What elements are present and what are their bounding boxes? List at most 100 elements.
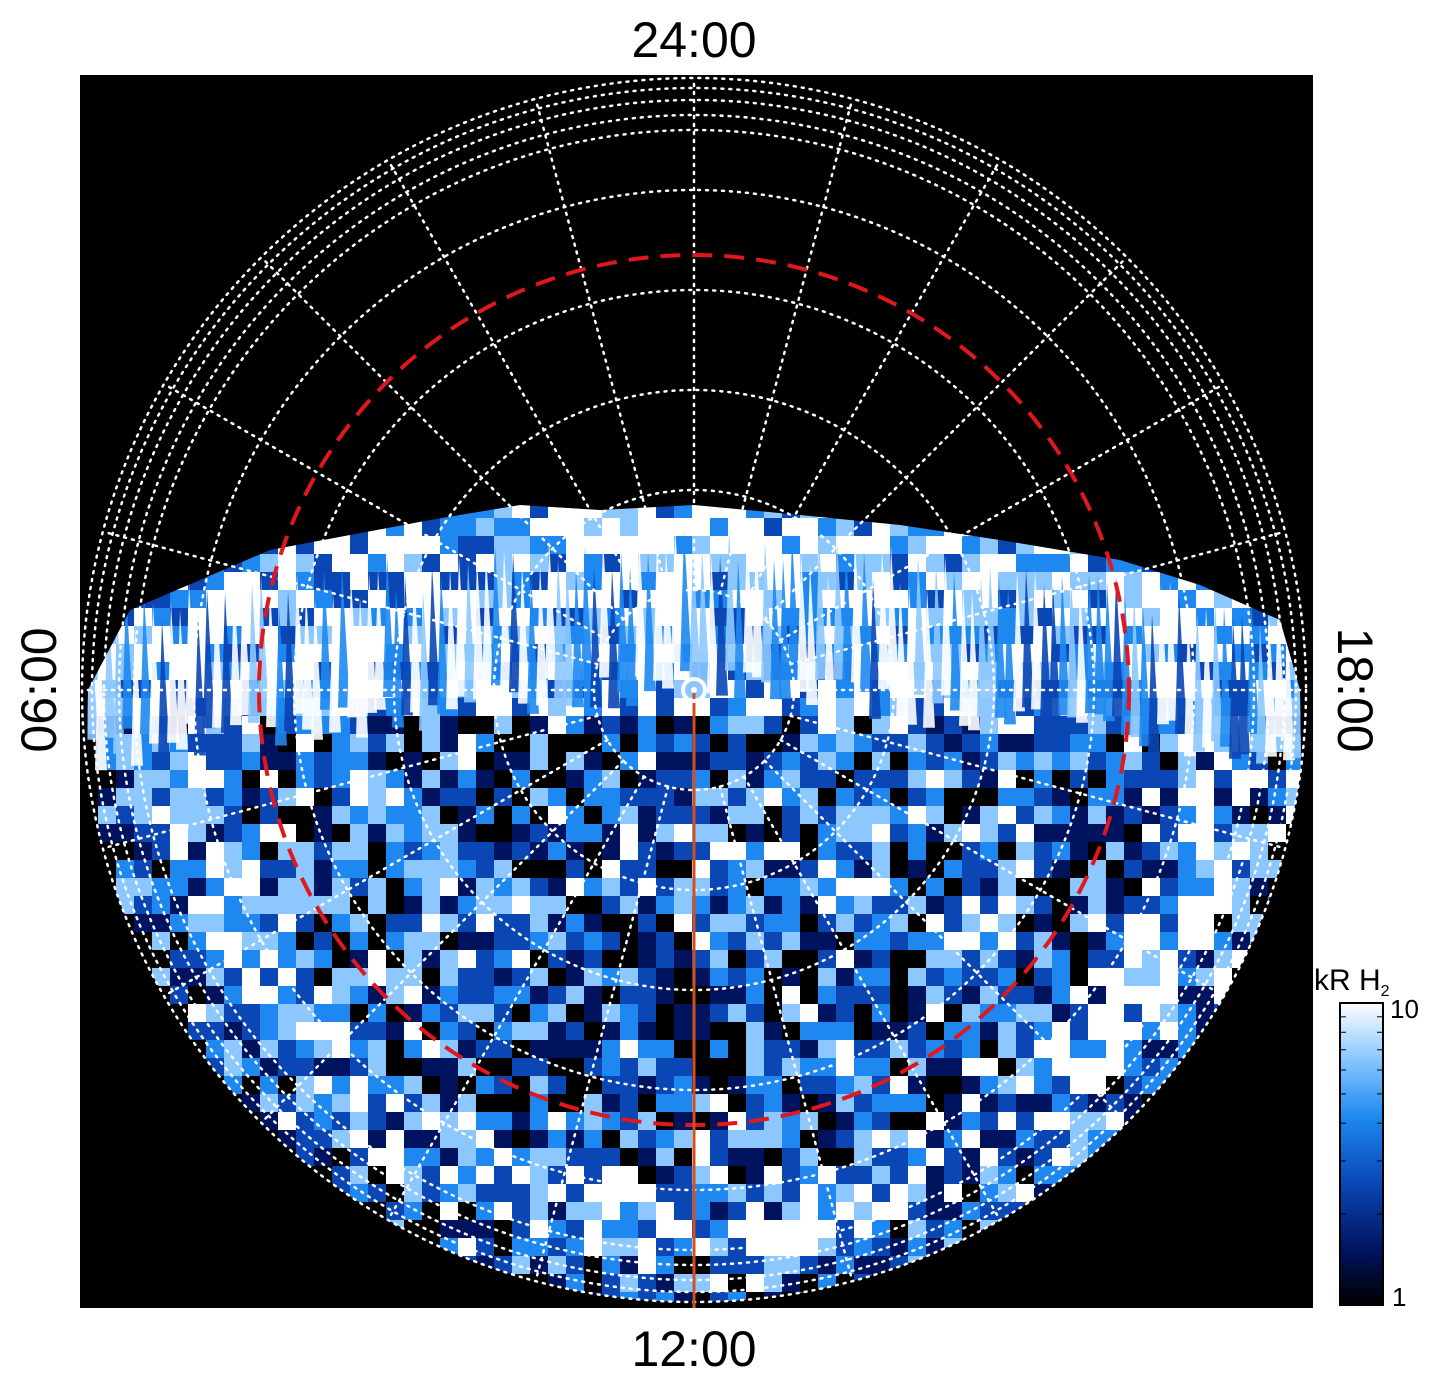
emission-cell — [1106, 1058, 1124, 1076]
emission-cell — [1124, 788, 1142, 806]
emission-cell — [368, 1184, 386, 1202]
emission-cell — [1088, 950, 1106, 968]
emission-cell — [278, 554, 296, 572]
emission-cell — [782, 1094, 800, 1112]
emission-cell — [368, 878, 386, 896]
emission-cell — [494, 914, 512, 932]
emission-cell — [1070, 1004, 1088, 1022]
emission-cell — [512, 1112, 530, 1130]
emission-cell — [476, 950, 494, 968]
emission-cell — [476, 788, 494, 806]
emission-cell — [800, 1004, 818, 1022]
emission-cell — [530, 716, 548, 734]
emission-cell — [908, 1184, 926, 1202]
emission-cell — [908, 1130, 926, 1148]
emission-cell — [1178, 824, 1196, 842]
emission-cell — [1196, 878, 1214, 896]
emission-cell — [458, 554, 476, 572]
emission-cell — [368, 914, 386, 932]
emission-cell — [1034, 914, 1052, 932]
emission-cell — [206, 752, 224, 770]
emission-cell — [872, 572, 890, 590]
emission-cell — [476, 968, 494, 986]
emission-cell — [1016, 986, 1034, 1004]
emission-cell — [224, 788, 242, 806]
local-time-label-bottom: 12:00 — [631, 1321, 756, 1377]
emission-cell — [242, 752, 260, 770]
emission-cell — [458, 950, 476, 968]
emission-cell — [728, 1166, 746, 1184]
emission-cell — [818, 554, 836, 572]
emission-cell — [1250, 626, 1268, 644]
emission-cell — [836, 518, 854, 536]
emission-cell — [170, 590, 188, 608]
emission-cell — [602, 1130, 620, 1148]
emission-cell — [674, 1004, 692, 1022]
emission-cell — [890, 590, 908, 608]
emission-cell — [710, 698, 728, 716]
emission-cell — [800, 734, 818, 752]
emission-cell — [890, 932, 908, 950]
emission-cell — [800, 536, 818, 554]
emission-cell — [170, 950, 188, 968]
emission-cell — [638, 1220, 656, 1238]
emission-cell — [980, 878, 998, 896]
emission-cell — [350, 824, 368, 842]
emission-cell — [926, 896, 944, 914]
emission-cell — [1160, 914, 1178, 932]
emission-cell — [404, 1094, 422, 1112]
emission-cell — [1088, 932, 1106, 950]
emission-cell — [890, 1148, 908, 1166]
emission-cell — [962, 1076, 980, 1094]
emission-cell — [728, 1148, 746, 1166]
emission-cell — [368, 554, 386, 572]
emission-cell — [224, 968, 242, 986]
emission-cell — [818, 1166, 836, 1184]
emission-cell — [800, 716, 818, 734]
emission-cell — [548, 572, 566, 590]
emission-cell — [494, 1094, 512, 1112]
emission-cell — [836, 1166, 854, 1184]
emission-cell — [656, 950, 674, 968]
emission-cell — [242, 572, 260, 590]
emission-cell — [710, 860, 728, 878]
emission-cell — [854, 806, 872, 824]
emission-cell — [782, 842, 800, 860]
emission-cell — [800, 896, 818, 914]
emission-cell — [1178, 968, 1196, 986]
emission-cell — [836, 914, 854, 932]
emission-cell — [152, 644, 170, 662]
emission-cell — [314, 1130, 332, 1148]
emission-cell — [1034, 752, 1052, 770]
emission-cell — [1034, 554, 1052, 572]
emission-cell — [476, 1094, 494, 1112]
emission-cell — [206, 788, 224, 806]
emission-cell — [386, 590, 404, 608]
emission-cell — [962, 536, 980, 554]
emission-cell — [998, 1130, 1016, 1148]
emission-cell — [782, 1148, 800, 1166]
emission-cell — [242, 1004, 260, 1022]
emission-cell — [224, 770, 242, 788]
emission-cell — [404, 1058, 422, 1076]
emission-cell — [1088, 860, 1106, 878]
emission-cell — [728, 554, 746, 572]
emission-cell — [800, 914, 818, 932]
emission-cell — [890, 1220, 908, 1238]
emission-cell — [746, 1022, 764, 1040]
emission-cell — [1106, 842, 1124, 860]
emission-cell — [764, 1022, 782, 1040]
emission-cell — [818, 932, 836, 950]
emission-cell — [890, 1004, 908, 1022]
emission-cell — [656, 1076, 674, 1094]
emission-cell — [224, 734, 242, 752]
emission-cell — [602, 1220, 620, 1238]
emission-cell — [656, 1202, 674, 1220]
emission-cell — [800, 1148, 818, 1166]
emission-cell — [548, 518, 566, 536]
emission-cell — [170, 770, 188, 788]
emission-cell — [638, 1130, 656, 1148]
emission-cell — [656, 698, 674, 716]
emission-cell — [926, 986, 944, 1004]
emission-cell — [98, 770, 116, 788]
